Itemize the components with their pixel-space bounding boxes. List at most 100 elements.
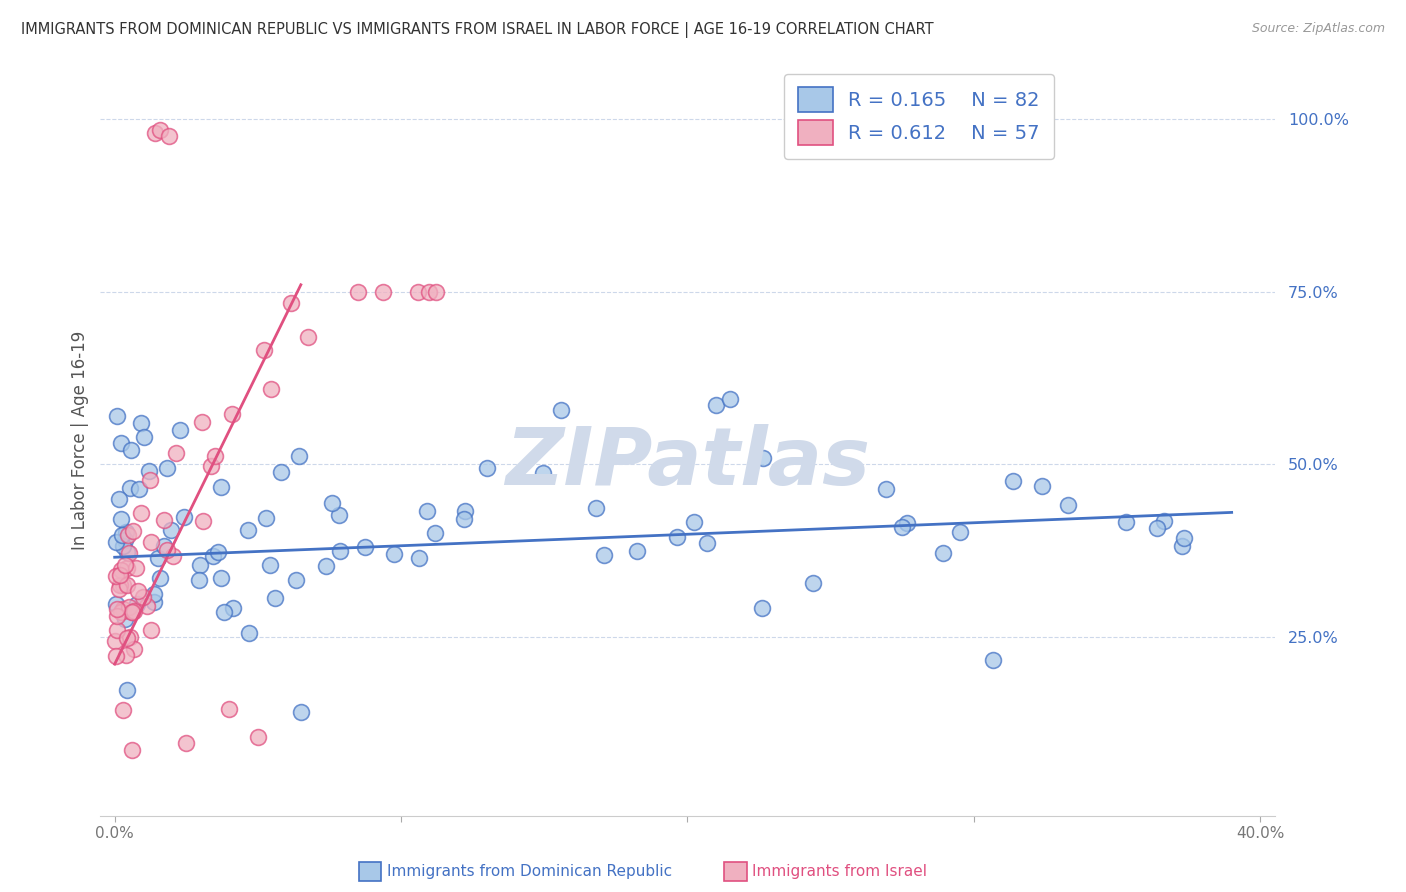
Point (280, 296, 302, 310)
Point (114, 533, 136, 547)
Point (120, 482, 142, 496)
Point (160, 524, 183, 538)
Point (110, 563, 132, 577)
Point (110, 436, 132, 450)
Point (354, 540, 377, 554)
Point (157, 129, 180, 144)
Legend: R = 0.165    N = 82, R = 0.612    N = 57: R = 0.165 N = 82, R = 0.612 N = 57 (785, 74, 1053, 159)
Point (453, 512, 475, 526)
Y-axis label: In Labor Force | Age 16-19: In Labor Force | Age 16-19 (72, 330, 89, 549)
Point (209, 480, 232, 494)
Point (593, 548, 616, 562)
Point (156, 461, 179, 475)
Point (118, 630, 141, 644)
Point (152, 539, 174, 553)
Point (188, 573, 211, 587)
Point (105, 609, 128, 624)
Point (108, 577, 131, 591)
Point (111, 601, 134, 615)
Point (149, 571, 172, 585)
Point (142, 587, 165, 601)
Point (371, 285, 394, 299)
Point (254, 511, 277, 525)
Point (121, 743, 143, 757)
Point (666, 529, 689, 543)
Point (114, 524, 136, 539)
Point (107, 491, 129, 506)
Point (127, 583, 149, 598)
Point (1173, 532, 1195, 546)
Point (891, 520, 914, 534)
Point (111, 528, 134, 542)
Point (875, 482, 897, 496)
Point (141, 624, 163, 638)
Text: Immigrants from Israel: Immigrants from Israel (752, 864, 927, 879)
Point (132, 430, 155, 444)
Point (110, 512, 132, 526)
Point (238, 625, 260, 640)
Point (115, 683, 138, 698)
Point (121, 605, 143, 619)
Point (117, 528, 139, 542)
Point (454, 504, 477, 518)
Point (752, 450, 775, 465)
Point (896, 516, 918, 531)
Text: ZIPatlas: ZIPatlas (505, 424, 870, 501)
Point (136, 599, 159, 614)
Point (201, 549, 224, 563)
Point (207, 544, 229, 558)
Point (696, 535, 718, 549)
Point (981, 653, 1004, 667)
Point (406, 285, 429, 299)
Point (129, 416, 152, 430)
Point (122, 641, 145, 656)
Point (260, 382, 283, 396)
Point (751, 601, 773, 615)
Point (108, 568, 131, 582)
Point (131, 590, 153, 604)
Point (115, 545, 138, 559)
Text: Immigrants from Dominican Republic: Immigrants from Dominican Republic (387, 864, 672, 879)
Point (173, 509, 195, 524)
Point (200, 459, 222, 474)
Point (315, 559, 337, 574)
Point (329, 544, 352, 558)
Point (246, 730, 269, 744)
Text: IMMIGRANTS FROM DOMINICAN REPUBLIC VS IMMIGRANTS FROM ISRAEL IN LABOR FORCE | AG: IMMIGRANTS FROM DOMINICAN REPUBLIC VS IM… (21, 22, 934, 38)
Point (204, 449, 226, 463)
Point (129, 506, 152, 520)
Point (115, 561, 138, 575)
Point (143, 126, 166, 140)
Point (191, 514, 214, 528)
Point (801, 575, 824, 590)
Point (115, 578, 138, 592)
Point (209, 571, 232, 585)
Point (1153, 514, 1175, 528)
Point (118, 546, 141, 560)
Point (111, 539, 134, 553)
Point (328, 508, 350, 523)
Point (550, 403, 572, 417)
Point (290, 706, 312, 720)
Point (156, 542, 179, 557)
Point (110, 605, 132, 619)
Point (190, 558, 212, 572)
Point (122, 524, 145, 538)
Point (149, 122, 172, 136)
Point (112, 578, 135, 592)
Point (263, 591, 285, 605)
Point (105, 534, 128, 549)
Point (416, 504, 439, 518)
Point (932, 546, 955, 560)
Text: Source: ZipAtlas.com: Source: ZipAtlas.com (1251, 22, 1385, 36)
Point (347, 285, 370, 299)
Point (418, 285, 440, 299)
Point (114, 612, 136, 626)
Point (141, 535, 163, 549)
Point (174, 736, 197, 750)
Point (104, 648, 127, 663)
Point (704, 399, 727, 413)
Point (153, 513, 176, 527)
Point (321, 496, 343, 510)
Point (122, 604, 145, 618)
